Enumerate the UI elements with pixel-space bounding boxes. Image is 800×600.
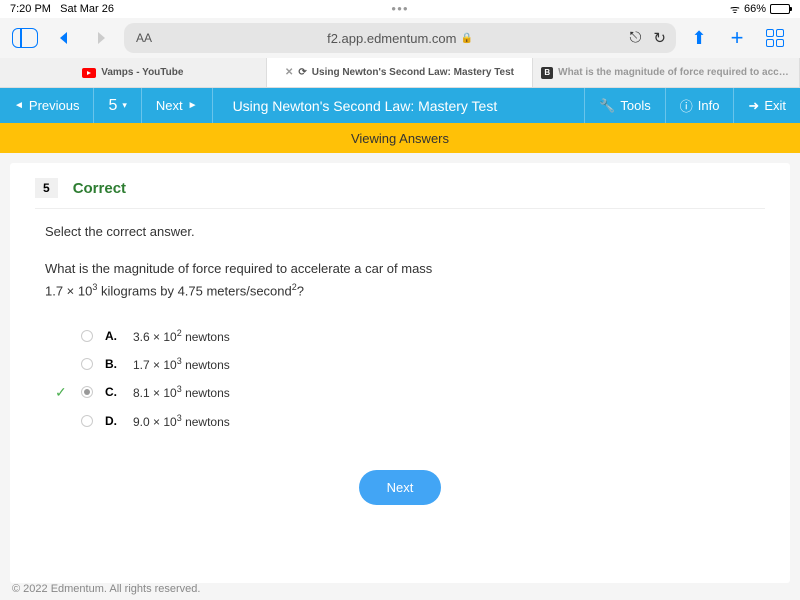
status-time: 7:20 PM [10, 3, 51, 15]
next-arrow-icon: ► [188, 100, 198, 111]
tab-edmentum[interactable]: ✕ ⟳ Using Newton's Second Law: Mastery T… [267, 58, 534, 87]
new-tab-button[interactable]: + [722, 23, 752, 53]
answer-option-c[interactable]: ✓ C. 8.1 × 103 newtons [55, 378, 765, 407]
info-icon: ⓘ [680, 96, 693, 115]
option-letter: C. [105, 385, 121, 399]
question-number: 5 [35, 178, 58, 198]
question-instruction: Select the correct answer. [45, 224, 765, 239]
battery-icon [770, 4, 790, 14]
reader-icon[interactable]: ⎋ [630, 29, 642, 47]
sidebar-toggle-button[interactable] [10, 23, 40, 53]
tab-label: What is the magnitude of force required … [558, 67, 791, 78]
radio-a[interactable] [81, 330, 93, 342]
wrench-icon: 🔧 [599, 98, 615, 114]
question-line2: 1.7 × 103 kilograms by 4.75 meters/secon… [45, 280, 765, 302]
next-label: Next [156, 98, 183, 113]
question-text: What is the magnitude of force required … [45, 259, 765, 302]
viewing-answers-banner: Viewing Answers [0, 123, 800, 153]
wifi-icon: ᯤ [730, 2, 740, 17]
tab-youtube[interactable]: Vamps - YouTube [0, 58, 267, 87]
answer-option-a[interactable]: A. 3.6 × 102 newtons [55, 322, 765, 350]
tabs-grid-button[interactable] [760, 23, 790, 53]
loading-icon: ⟳ [298, 67, 306, 78]
option-text: 3.6 × 102 newtons [133, 328, 230, 344]
forward-button [86, 23, 116, 53]
status-date: Sat Mar 26 [60, 3, 114, 15]
previous-button[interactable]: ◄ Previous [0, 88, 94, 123]
option-letter: A. [105, 329, 121, 343]
question-header: 5 Correct [35, 178, 765, 209]
text-size-button[interactable]: AA [136, 31, 152, 45]
question-status: Correct [73, 180, 126, 197]
battery-percent: 66% [744, 3, 766, 15]
close-tab-icon[interactable]: ✕ [285, 67, 293, 78]
chevron-down-icon: ▾ [122, 100, 127, 111]
share-button[interactable]: ⬆ [684, 23, 714, 53]
lock-icon: 🔒 [460, 33, 472, 44]
next-nav-button[interactable]: Next ► [142, 88, 213, 123]
exit-icon: ➜ [748, 98, 759, 114]
counter-value: 5 [108, 97, 117, 115]
tools-label: Tools [620, 98, 650, 113]
youtube-icon [82, 68, 96, 78]
browser-toolbar: AA f2.app.edmentum.com 🔒 ⎋ ↻ ⬆ + [0, 18, 800, 58]
question-line1: What is the magnitude of force required … [45, 259, 765, 280]
ipad-status-bar: 7:20 PM Sat Mar 26 ●●● ᯤ 66% [0, 0, 800, 18]
tab-brainly[interactable]: B What is the magnitude of force require… [533, 58, 800, 87]
radio-d[interactable] [81, 415, 93, 427]
url-text: f2.app.edmentum.com [327, 31, 456, 46]
multitask-dots[interactable]: ●●● [391, 4, 409, 13]
option-text: 8.1 × 103 newtons [133, 384, 230, 400]
answer-list: A. 3.6 × 102 newtons B. 1.7 × 103 newton… [55, 322, 765, 435]
option-letter: D. [105, 414, 121, 428]
option-text: 9.0 × 103 newtons [133, 413, 230, 429]
info-label: Info [698, 98, 720, 113]
reload-icon[interactable]: ↻ [653, 29, 666, 47]
answer-option-b[interactable]: B. 1.7 × 103 newtons [55, 350, 765, 378]
option-letter: B. [105, 357, 121, 371]
page-title: Using Newton's Second Law: Mastery Test [213, 98, 585, 114]
answer-option-d[interactable]: D. 9.0 × 103 newtons [55, 407, 765, 435]
correct-check-icon: ✓ [55, 384, 69, 401]
option-text: 1.7 × 103 newtons [133, 356, 230, 372]
info-button[interactable]: ⓘ Info [665, 88, 734, 123]
tools-button[interactable]: 🔧 Tools [584, 88, 665, 123]
exit-button[interactable]: ➜ Exit [733, 88, 800, 123]
radio-c[interactable] [81, 386, 93, 398]
tab-label: Using Newton's Second Law: Mastery Test [312, 67, 514, 78]
question-counter[interactable]: 5 ▾ [94, 88, 141, 123]
next-question-button[interactable]: Next [359, 470, 442, 505]
back-button[interactable] [48, 23, 78, 53]
url-bar[interactable]: AA f2.app.edmentum.com 🔒 ⎋ ↻ [124, 23, 676, 53]
tab-label: Vamps - YouTube [101, 67, 183, 78]
exit-label: Exit [764, 98, 786, 113]
question-card: 5 Correct Select the correct answer. Wha… [10, 163, 790, 583]
copyright-footer: © 2022 Edmentum. All rights reserved. [12, 583, 200, 595]
radio-b[interactable] [81, 358, 93, 370]
brainly-icon: B [541, 67, 553, 79]
prev-arrow-icon: ◄ [14, 100, 24, 111]
prev-label: Previous [29, 98, 80, 113]
app-navigation: ◄ Previous 5 ▾ Next ► Using Newton's Sec… [0, 88, 800, 123]
browser-tabs: Vamps - YouTube ✕ ⟳ Using Newton's Secon… [0, 58, 800, 88]
